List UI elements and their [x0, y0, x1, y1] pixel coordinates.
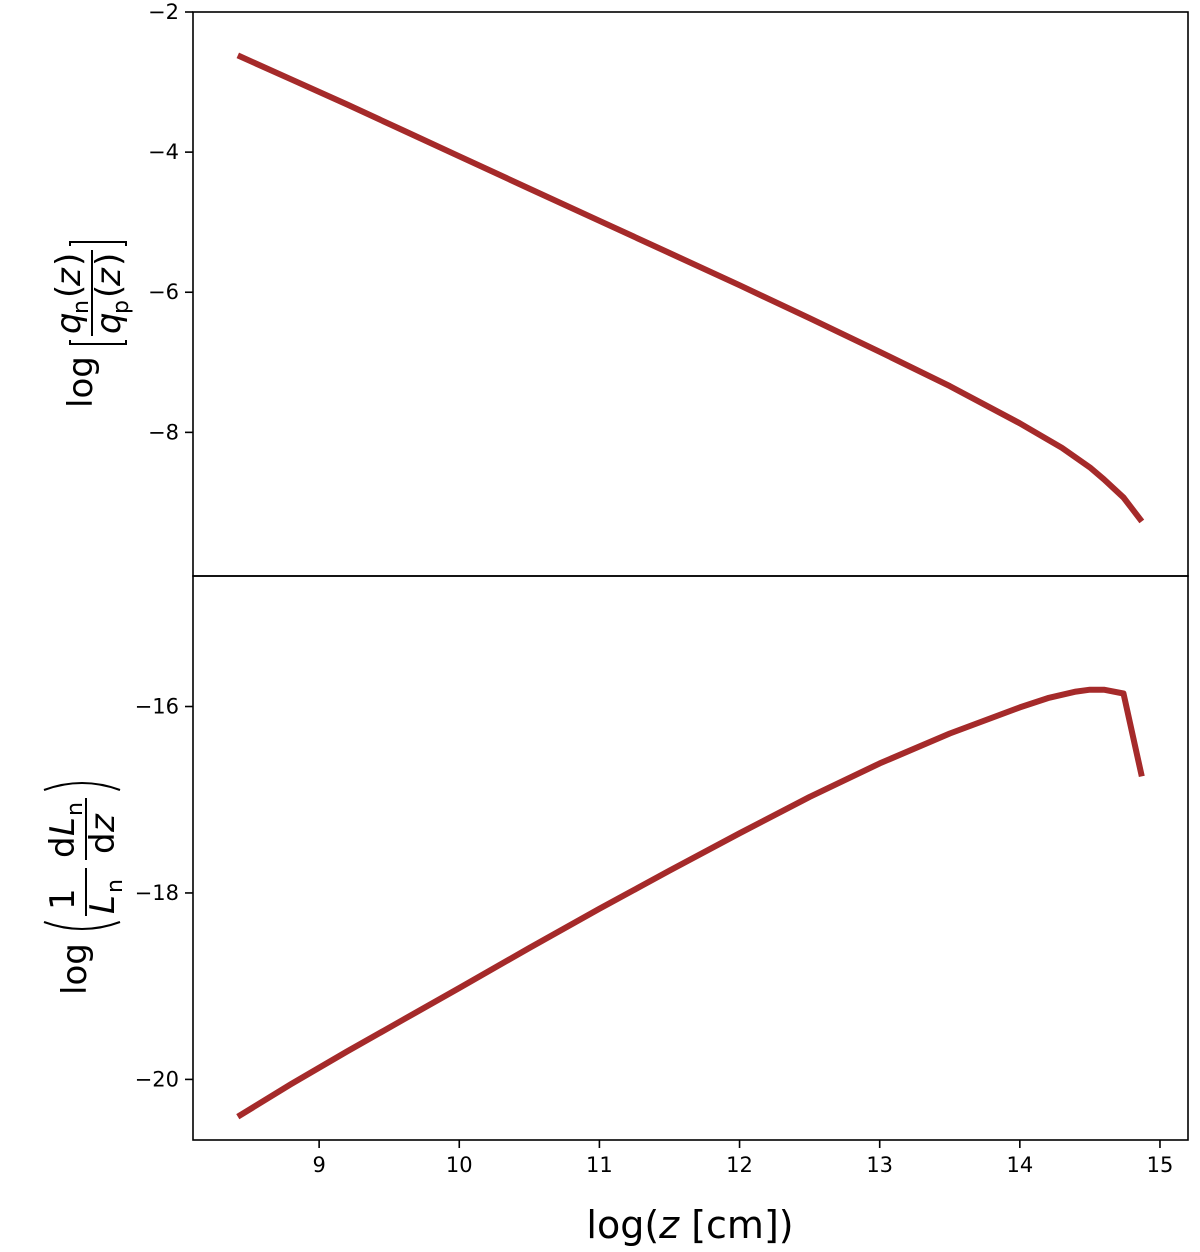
- top-y-tick-label: −8: [148, 420, 179, 444]
- top-ylabel-num-open: (: [49, 285, 89, 298]
- bottom-ylabel-right-paren: [43, 782, 121, 791]
- x-tick-label: 14: [1006, 1153, 1033, 1177]
- top-ylabel-den-open: (: [89, 285, 129, 298]
- x-tick-label: 11: [586, 1153, 613, 1177]
- bottom-ylabel-L-sub: n: [103, 879, 128, 893]
- bottom-ylabel-dz: z: [83, 813, 123, 833]
- x-axis-label-pre: log(: [586, 1203, 659, 1247]
- bottom-y-tick-label: −20: [135, 1067, 179, 1091]
- top-ylabel-den-var: q: [89, 312, 129, 334]
- bottom-y-tick-label: −16: [135, 695, 179, 719]
- bottom-y-tick-label: −18: [135, 881, 179, 905]
- top-ylabel-num-z: z: [49, 267, 89, 287]
- top-y-tick-label: −2: [148, 0, 179, 24]
- top-y-axis-label: log q n ( z ) q p ( z ): [49, 241, 134, 408]
- bottom-ylabel-d-num: d: [43, 836, 83, 858]
- bottom-y-axis-label: log 1 L n d L n d z: [43, 782, 128, 995]
- x-tick-label: 15: [1147, 1153, 1174, 1177]
- top-axes-frame: [192, 11, 1189, 577]
- bottom-x-ticks: 9 10 11 12 13 14 15: [312, 1140, 1173, 1177]
- top-ylabel-right-bracket: [69, 241, 127, 246]
- bottom-ylabel-dL: L: [43, 817, 83, 836]
- top-ylabel-den-close: ): [89, 253, 129, 266]
- top-ylabel-den-z: z: [89, 267, 129, 287]
- bottom-ylabel-d-den: d: [83, 832, 123, 854]
- x-tick-label: 13: [866, 1153, 893, 1177]
- x-tick-label: 10: [446, 1153, 473, 1177]
- top-y-tick-label: −6: [148, 280, 179, 304]
- top-ylabel-left-bracket: [69, 340, 127, 345]
- x-axis-label-post: [cm]): [679, 1203, 793, 1247]
- x-tick-label: 9: [312, 1153, 325, 1177]
- top-y-ticks: −2 −4 −6 −8: [148, 0, 193, 444]
- bottom-ylabel-L: L: [83, 895, 123, 914]
- bottom-ylabel-dL-sub: n: [63, 802, 88, 816]
- top-series-line: [236, 52, 1145, 524]
- bottom-series-line: [236, 686, 1145, 1120]
- top-ylabel-num-var: q: [49, 312, 89, 334]
- bottom-y-ticks: −16 −18 −20: [135, 695, 193, 1091]
- x-tick-label: 12: [726, 1153, 753, 1177]
- bottom-axes-frame: [192, 575, 1189, 1141]
- x-axis-label: log(z [cm]): [586, 1203, 793, 1247]
- top-ylabel-num-sub: n: [69, 300, 94, 314]
- x-axis-label-var: z: [658, 1203, 680, 1247]
- top-ylabel-num-close: ): [49, 253, 89, 266]
- bottom-panel: −16 −18 −20 9 10 11 12 13 14 15 log 1 L n d L n …: [43, 575, 1189, 1247]
- bottom-ylabel-log: log: [55, 943, 95, 995]
- bottom-ylabel-one: 1: [43, 888, 83, 910]
- top-ylabel-log: log: [61, 356, 101, 408]
- top-y-tick-label: −4: [148, 140, 179, 164]
- bottom-ylabel-left-paren: [43, 921, 121, 930]
- top-panel: −2 −4 −6 −8 log q n ( z ) q p ( z ): [49, 0, 1189, 577]
- top-ylabel-den-sub: p: [109, 300, 134, 314]
